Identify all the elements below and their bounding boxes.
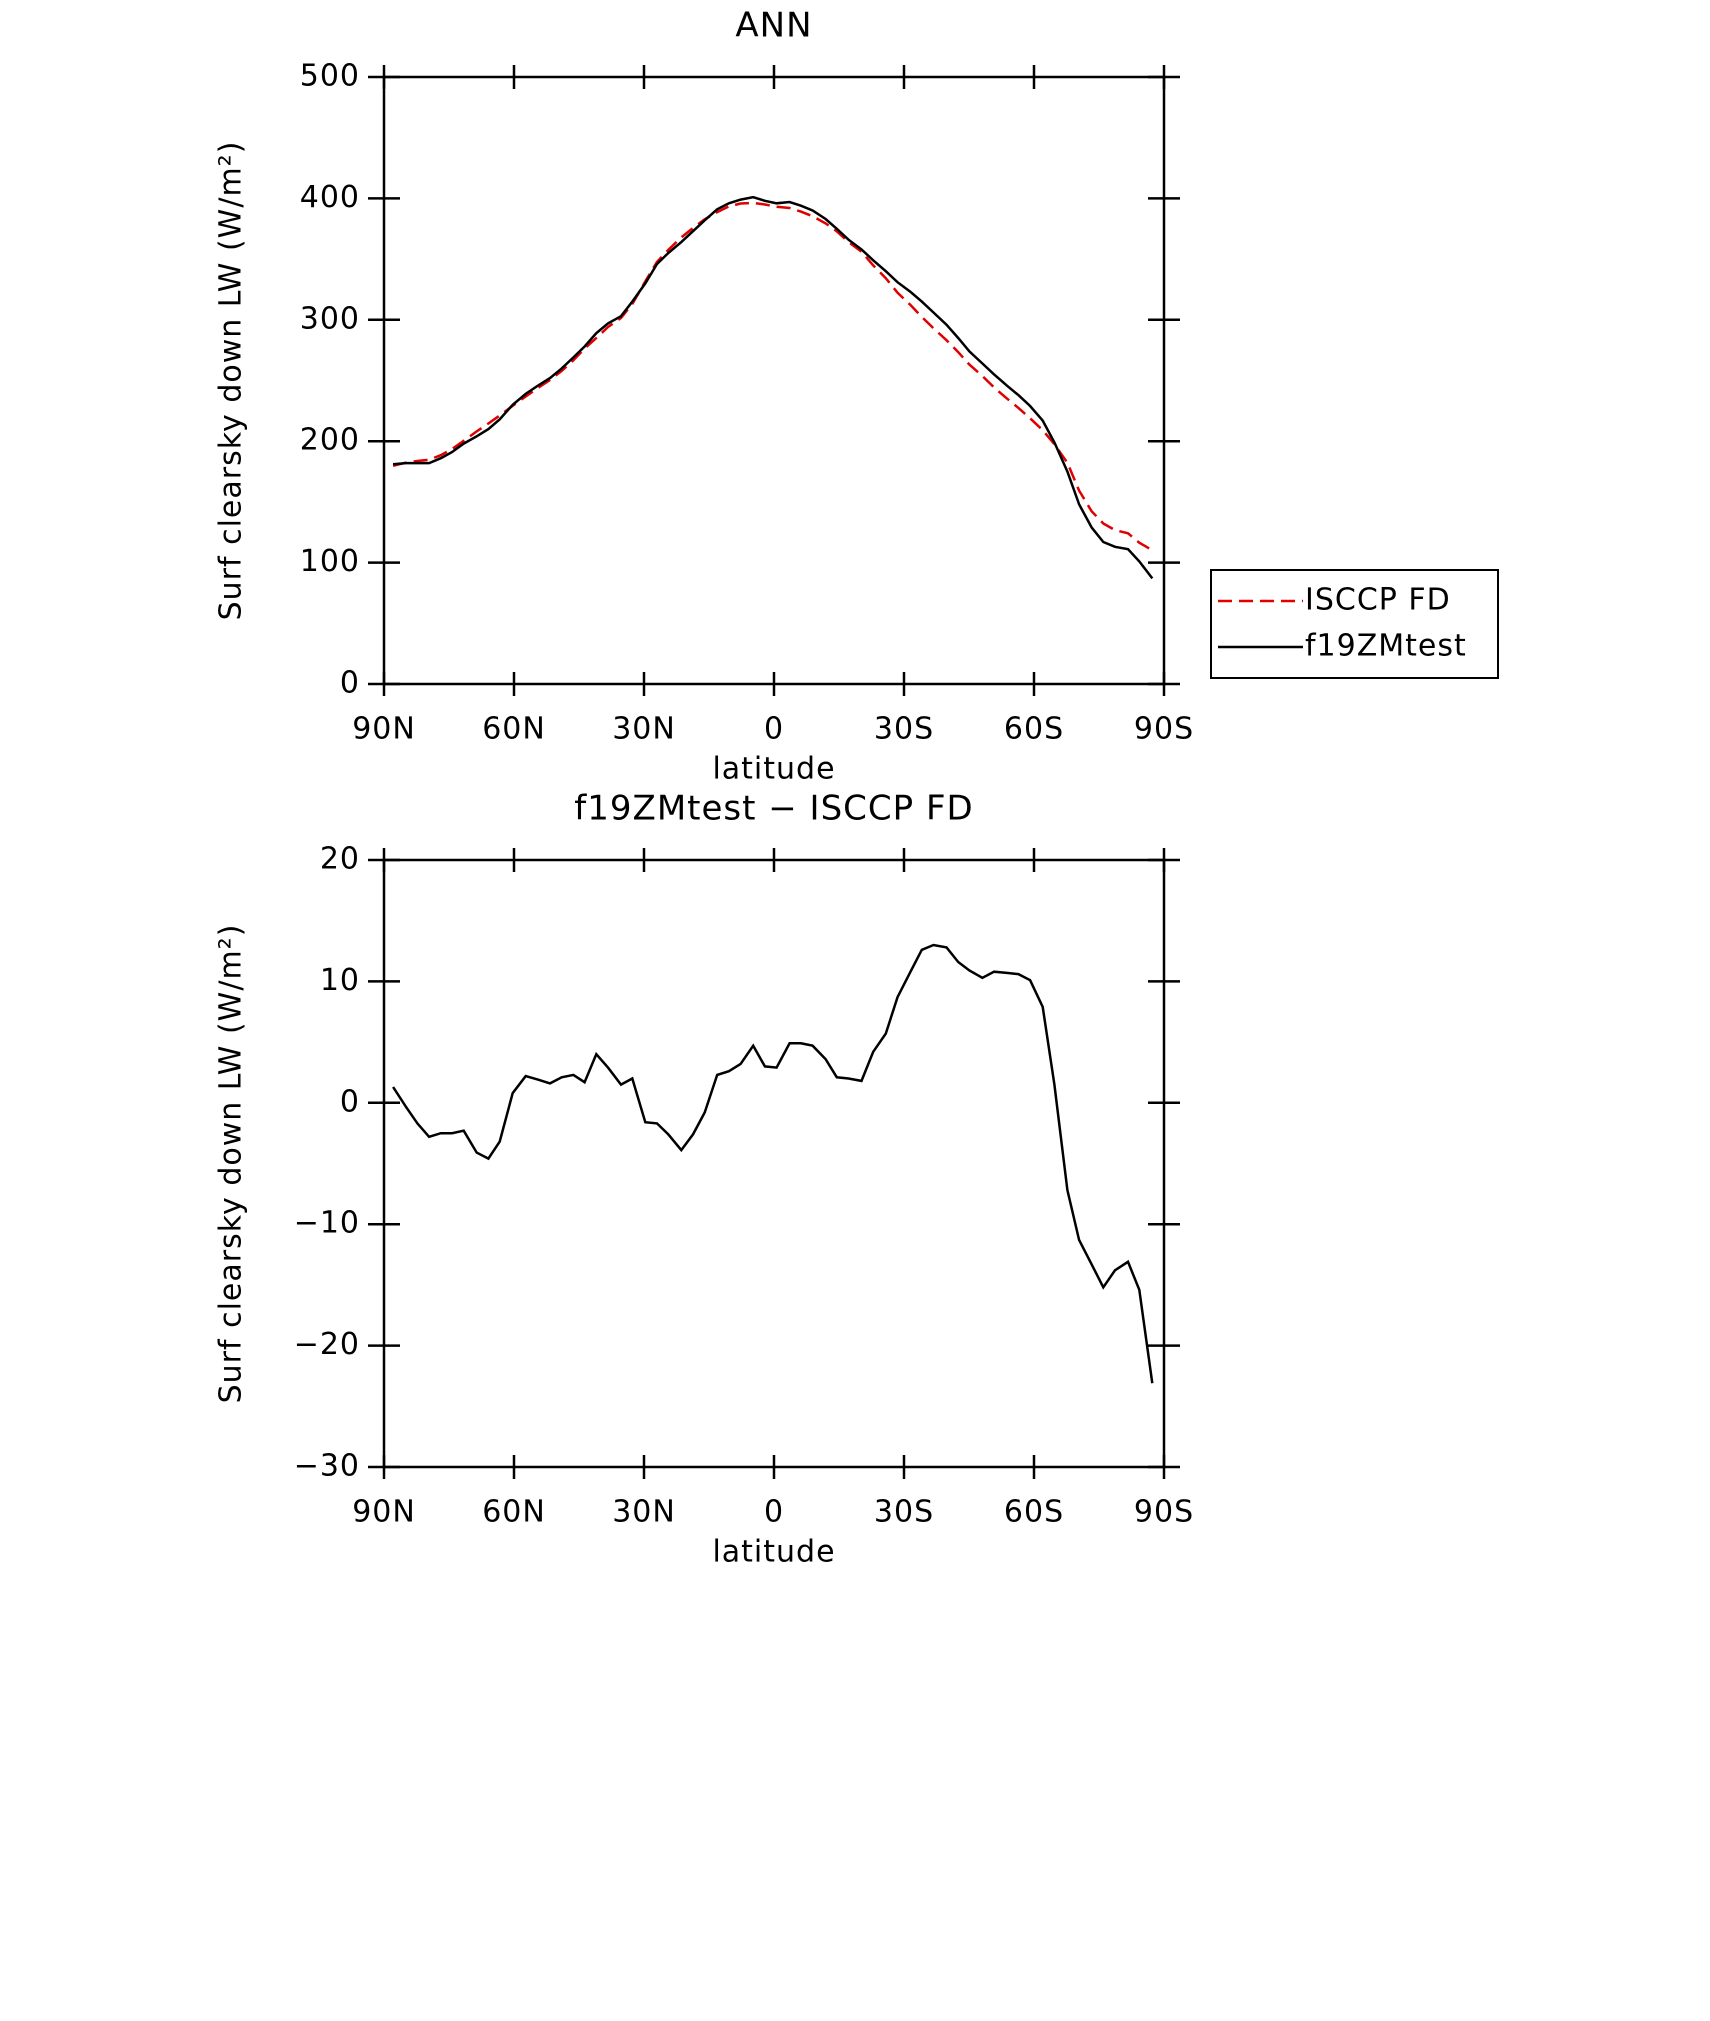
y-tick-label: 20 [320,842,360,877]
x-tick-label: 60N [482,1495,546,1530]
x-tick-label: 30N [612,712,676,747]
x-tick-label: 90S [1134,1495,1194,1530]
x-tick-label: 60S [1004,1495,1064,1530]
legend-box [1210,569,1499,679]
x-tick-label: 30S [874,712,934,747]
x-tick-label: 30N [612,1495,676,1530]
x-tick-label: 90S [1134,712,1194,747]
y-tick-label: 300 [300,301,360,336]
data-line [392,943,1154,1384]
data-line [392,195,1154,580]
chart-title: f19ZMtest − ISCCP FD [574,789,973,829]
y-tick-label: 0 [340,1084,360,1119]
x-tick-label: 0 [764,712,784,747]
y-tick-label: −20 [294,1327,360,1362]
y-tick-label: −10 [294,1206,360,1241]
x-tick-label: 60N [482,712,546,747]
y-tick-label: 200 [300,423,360,458]
plot-frame [382,858,1166,1469]
y-tick-label: 100 [300,544,360,579]
y-tick-label: 0 [340,666,360,701]
legend-label: ISCCP FD [1305,583,1451,618]
x-tick-label: 90N [352,712,416,747]
y-axis-label: Surf clearsky down LW (W/m²) [214,924,249,1404]
x-axis-label: latitude [712,752,835,787]
x-tick-label: 30S [874,1495,934,1530]
chart-title: ANN [735,6,812,46]
y-tick-label: 400 [300,180,360,215]
legend-label: f19ZMtest [1305,629,1467,664]
x-tick-label: 90N [352,1495,416,1530]
y-tick-label: 10 [320,963,360,998]
y-tick-label: 500 [300,59,360,94]
y-tick-label: −30 [294,1449,360,1484]
x-axis-label: latitude [712,1535,835,1570]
plot-frame [382,75,1166,686]
y-axis-label: Surf clearsky down LW (W/m²) [214,141,249,621]
x-tick-label: 60S [1004,712,1064,747]
x-tick-label: 0 [764,1495,784,1530]
data-line [392,201,1153,552]
